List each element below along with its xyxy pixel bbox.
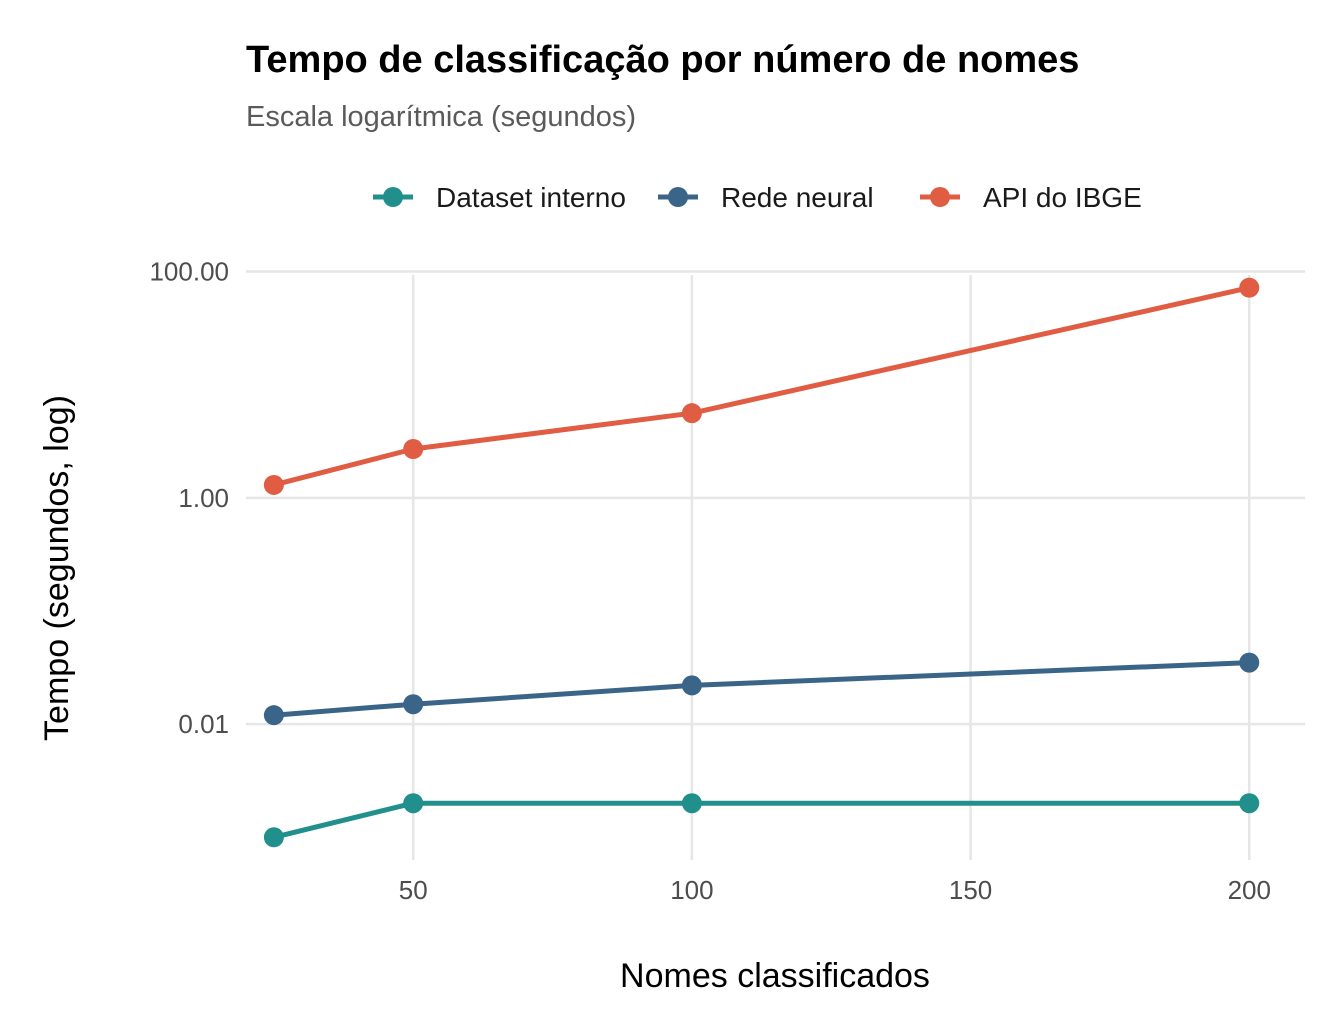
data-point bbox=[681, 793, 702, 814]
legend-key-point bbox=[930, 187, 950, 207]
data-point bbox=[403, 439, 424, 460]
chart-title: Tempo de classificação por número de nom… bbox=[246, 39, 1079, 81]
legend-item: API do IBGE bbox=[920, 182, 1142, 213]
y-axis-title: Tempo (segundos, log) bbox=[38, 395, 76, 741]
x-tick-label: 50 bbox=[399, 875, 428, 905]
plot-series bbox=[263, 277, 1260, 848]
x-tick-label: 100 bbox=[670, 875, 713, 905]
legend: Dataset interno Rede neural API do IBGE bbox=[373, 182, 1142, 213]
x-tick-label: 150 bbox=[949, 875, 992, 905]
data-point bbox=[681, 403, 702, 424]
legend-item: Rede neural bbox=[658, 182, 874, 213]
y-tick-label: 1.00 bbox=[178, 483, 229, 513]
data-point bbox=[403, 694, 424, 715]
series-group bbox=[263, 793, 1260, 848]
data-point bbox=[263, 474, 284, 495]
plot-grid bbox=[246, 270, 1305, 860]
data-point bbox=[1239, 277, 1260, 298]
legend-label: API do IBGE bbox=[983, 182, 1142, 213]
data-point bbox=[1239, 793, 1260, 814]
x-tick-label: 200 bbox=[1228, 875, 1271, 905]
legend-label: Rede neural bbox=[721, 182, 874, 213]
legend-item: Dataset interno bbox=[373, 182, 626, 213]
legend-label: Dataset interno bbox=[436, 182, 626, 213]
data-point bbox=[263, 705, 284, 726]
y-tick-label: 100.00 bbox=[149, 257, 229, 287]
data-point bbox=[681, 675, 702, 696]
series-line bbox=[271, 285, 1252, 488]
series-line bbox=[271, 800, 1252, 840]
legend-key-point bbox=[383, 187, 403, 207]
y-tick-label: 0.01 bbox=[178, 709, 229, 739]
series-group bbox=[263, 277, 1260, 495]
x-axis-title: Nomes classificados bbox=[620, 957, 930, 995]
legend-key-point bbox=[668, 187, 688, 207]
data-point bbox=[403, 793, 424, 814]
data-point bbox=[1239, 652, 1260, 673]
chart-subtitle: Escala logarítmica (segundos) bbox=[246, 101, 636, 133]
data-point bbox=[263, 827, 284, 848]
series-line bbox=[271, 660, 1252, 718]
series-group bbox=[263, 652, 1260, 726]
axis-ticks: 50 100 150 200 0.01 1.00 100.00 bbox=[149, 257, 1270, 905]
